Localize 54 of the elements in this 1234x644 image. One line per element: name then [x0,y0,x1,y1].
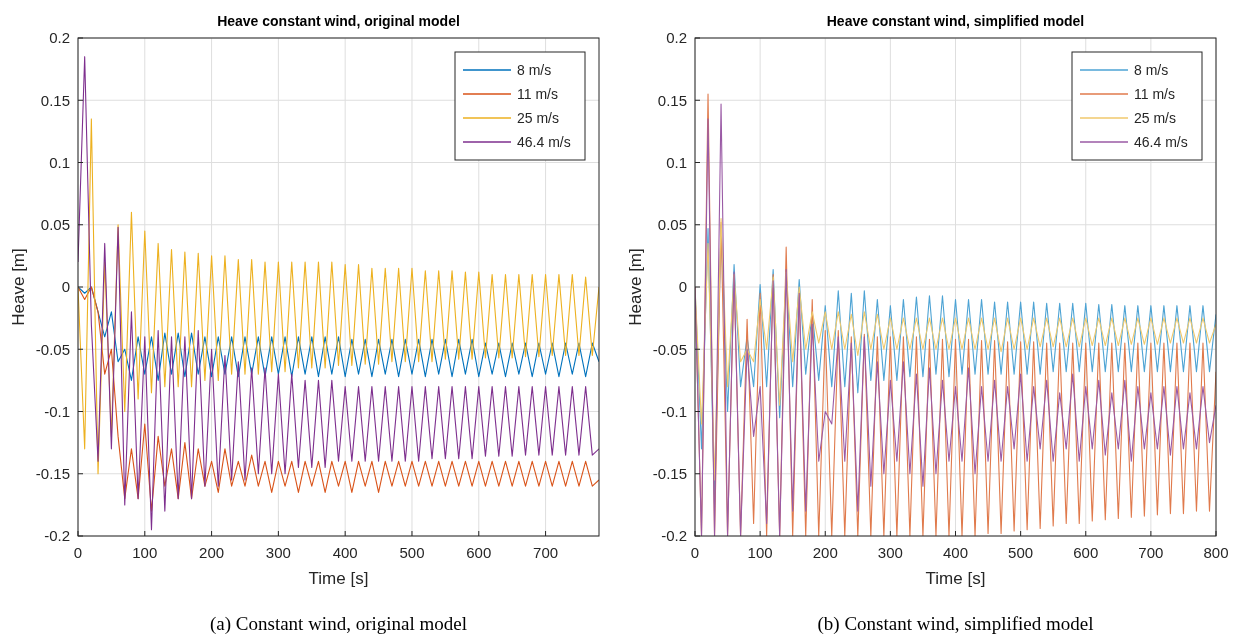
x-tick-label: 500 [399,544,425,561]
x-tick-label: 200 [812,544,838,561]
y-tick-label: -0.15 [35,465,70,482]
y-tick-label: -0.1 [661,402,687,420]
y-tick-label: -0.05 [652,340,687,358]
x-tick-label: 700 [1138,544,1164,561]
y-tick-label: -0.15 [652,465,687,482]
x-tick-label: 700 [533,544,559,561]
y-tick-label: -0.05 [35,340,70,358]
legend-label: 11 m/s [517,85,558,102]
y-tick-label: 0.15 [40,91,70,109]
x-tick-label: 400 [942,544,969,561]
y-tick-label: 0.2 [49,29,70,47]
y-tick-label: 0.2 [666,29,687,47]
x-tick-label: 300 [265,544,291,561]
y-tick-label: 0.15 [657,91,687,109]
x-tick-label: 0 [690,544,700,561]
x-tick-label: 300 [877,544,903,561]
x-axis-title: Time [s] [308,569,369,588]
legend-label: 46.4 m/s [1134,133,1188,150]
legend-label: 46.4 m/s [517,133,571,150]
x-tick-label: 600 [466,544,492,561]
x-tick-label: 800 [1203,544,1229,561]
text: (b) Constant wind, simplified model [817,613,1094,635]
legend-label: 11 m/s [1134,85,1175,102]
legend-label: 8 m/s [517,61,552,78]
y-tick-label: 0.1 [666,153,687,171]
text: (a) Constant wind, original model [210,613,467,635]
y-axis-title: Heave [m] [626,248,645,326]
legend-label: 25 m/s [517,109,560,126]
y-tick-label: 0 [678,278,687,296]
line-series [78,286,599,512]
y-tick-label: -0.1 [44,402,70,420]
y-tick-label: 0.1 [49,153,70,171]
x-tick-label: 100 [747,544,773,561]
x-tick-label: 400 [332,544,358,561]
x-tick-label: 500 [1008,544,1034,561]
legend-label: 25 m/s [1134,109,1177,126]
chart-title: Heave constant wind, simplified model [826,13,1085,29]
chart-title: Heave constant wind, original model [217,13,460,29]
y-tick-label: -0.2 [44,527,70,545]
line-series [78,286,599,381]
y-tick-label: 0.05 [40,216,70,233]
y-axis-title: Heave [m] [9,248,28,326]
x-tick-label: 200 [199,544,225,561]
legend-label: 8 m/s [1134,61,1169,78]
line-series [78,56,599,531]
x-axis-title: Time [s] [925,569,986,588]
y-tick-label: 0 [61,278,70,296]
x-tick-label: 600 [1073,544,1099,561]
x-tick-label: 100 [132,544,158,561]
x-tick-label: 0 [73,544,83,561]
y-tick-label: -0.2 [661,527,687,545]
y-tick-label: 0.05 [657,216,687,233]
